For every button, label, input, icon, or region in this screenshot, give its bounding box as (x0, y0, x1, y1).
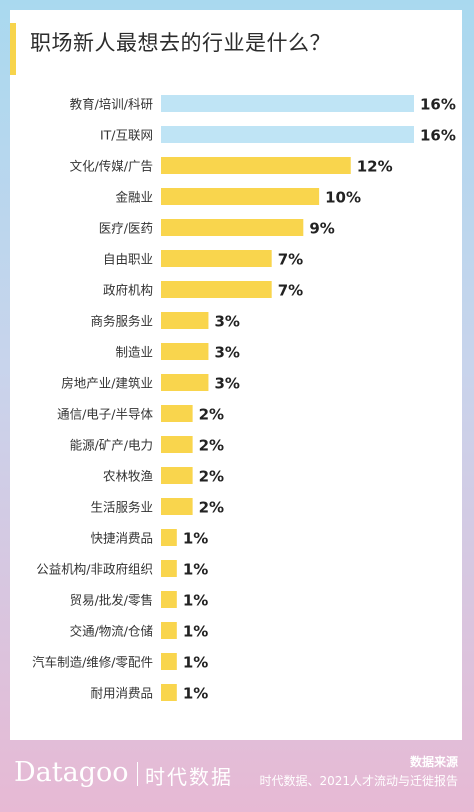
source-text: 时代数据、2021人才流动与迁徙报告 (259, 774, 458, 788)
value-label: 1% (183, 685, 208, 703)
bar (161, 343, 209, 360)
bar (161, 312, 209, 329)
bar (161, 188, 320, 205)
category-label: 制造业 (115, 345, 153, 360)
logo-chinese-name: 时代数据 (145, 765, 233, 789)
bar (161, 405, 193, 422)
category-label: 文化/传媒/广告 (70, 159, 153, 174)
value-label: 10% (325, 189, 361, 207)
value-label: 1% (183, 530, 208, 548)
chart-title: 职场新人最想去的行业是什么？ (30, 31, 331, 55)
value-label: 1% (183, 561, 208, 579)
bar (161, 281, 272, 298)
category-label: 交通/物流/仓储 (70, 624, 153, 639)
bar (161, 374, 209, 391)
category-label: 耐用消费品 (90, 686, 153, 701)
bar (161, 591, 177, 608)
category-label: 政府机构 (103, 283, 153, 298)
bar (161, 529, 177, 546)
value-label: 7% (278, 251, 303, 269)
datagoo-logo: Datagoo (14, 757, 129, 788)
logo-divider (137, 762, 138, 786)
bar (161, 560, 177, 577)
value-label: 2% (199, 406, 224, 424)
value-label: 16% (420, 96, 456, 114)
bar (161, 126, 414, 143)
value-label: 12% (357, 158, 393, 176)
title-accent-bar (10, 23, 16, 75)
bar-chart: 教育/培训/科研 16% IT/互联网 16% 文化/传媒/广告 12% 金融业 10% 医疗/… (32, 95, 456, 703)
value-label: 3% (214, 375, 239, 393)
bar (161, 498, 193, 515)
category-label: IT/互联网 (100, 128, 153, 143)
category-label: 房地产业/建筑业 (61, 376, 153, 391)
category-label: 贸易/批发/零售 (70, 593, 153, 608)
bar (161, 250, 272, 267)
bar (161, 467, 193, 484)
category-label: 商务服务业 (90, 314, 153, 329)
category-label: 教育/培训/科研 (70, 97, 153, 112)
value-label: 1% (183, 623, 208, 641)
bar (161, 219, 304, 236)
bar (161, 622, 177, 639)
bar (161, 653, 177, 670)
category-label: 生活服务业 (90, 500, 153, 515)
value-label: 3% (214, 344, 239, 362)
value-label: 1% (183, 654, 208, 672)
value-label: 2% (199, 437, 224, 455)
value-label: 9% (309, 220, 334, 238)
footer: Datagoo 时代数据 数据来源 时代数据、2021人才流动与迁徙报告 (0, 740, 474, 812)
value-label: 2% (199, 499, 224, 517)
value-label: 7% (278, 282, 303, 300)
category-label: 医疗/医药 (99, 221, 153, 236)
category-label: 能源/矿产/电力 (70, 438, 153, 453)
bar (161, 157, 351, 174)
value-label: 2% (199, 468, 224, 486)
bar (161, 95, 414, 112)
value-label: 16% (420, 127, 456, 145)
category-label: 农林牧渔 (103, 469, 153, 484)
category-label: 快捷消费品 (90, 531, 153, 546)
value-label: 1% (183, 592, 208, 610)
category-label: 通信/电子/半导体 (57, 407, 153, 422)
category-label: 公益机构/非政府组织 (36, 562, 153, 577)
bar (161, 436, 193, 453)
category-label: 金融业 (115, 190, 153, 205)
category-label: 自由职业 (103, 252, 153, 267)
bar (161, 684, 177, 701)
category-label: 汽车制造/维修/零配件 (32, 655, 153, 670)
value-label: 3% (214, 313, 239, 331)
source-title: 数据来源 (409, 755, 458, 769)
